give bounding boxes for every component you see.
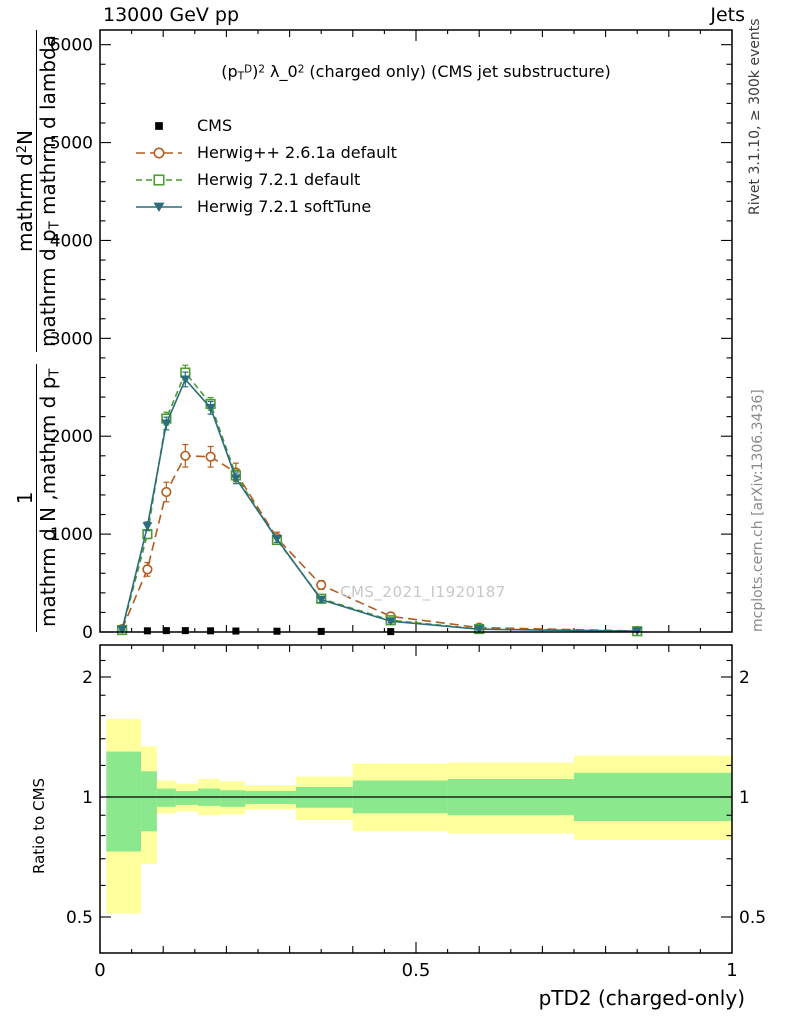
fraction-superscript: 2 — [15, 145, 31, 154]
data-point-marker — [142, 522, 153, 531]
data-point-marker — [181, 627, 189, 635]
rivet-version-note: Rivet 3.1.10, ≥ 300k events — [747, 18, 763, 215]
title-text: (charged only) (CMS jet substructure) — [304, 62, 611, 81]
legend-item-cms: CMS — [133, 112, 397, 139]
title-superscript: 2 — [258, 63, 265, 76]
fraction-numerator: 1 — [13, 491, 37, 505]
legend-label: CMS — [197, 116, 233, 135]
fraction-text: mathrm d lambda — [36, 35, 61, 222]
data-point-marker — [162, 627, 170, 635]
fraction-text: mathrm d N ,mathrm d p — [36, 376, 61, 627]
ratio-tick-label-left: 0.5 — [66, 908, 93, 928]
y-label-fraction-2: mathrm d2N mathrm d pT mathrm d lambda — [13, 30, 64, 352]
fraction-text: N — [13, 130, 37, 146]
data-point-marker — [316, 595, 327, 605]
legend: CMS Herwig++ 2.6.1a default Herwig 7.2.1… — [133, 112, 397, 220]
series-line — [121, 454, 638, 632]
y-label-fraction-1: 1 mathrm d N ,mathrm d pT — [13, 363, 64, 632]
data-point-marker — [474, 625, 485, 634]
y-tick-label: 5000 — [50, 134, 93, 154]
data-point-marker — [180, 375, 191, 384]
data-point-marker — [205, 403, 216, 413]
herwig7-default-marker-icon — [136, 173, 182, 186]
x-tick-label: 1 — [726, 960, 737, 981]
ratio-plot-frame — [99, 644, 733, 954]
main-plot-frame — [99, 29, 733, 633]
ratio-inner-uncertainty-band — [175, 791, 198, 805]
watermark: CMS_2021_I1920187 — [340, 583, 506, 601]
data-point-marker — [271, 535, 282, 544]
plot-title: (pTD)2 λ_02 (charged only) (CMS jet subs… — [100, 62, 732, 83]
legend-label: Herwig 7.2.1 default — [197, 170, 361, 189]
title-text: λ_0 — [264, 62, 298, 81]
ratio-inner-uncertainty-band — [141, 771, 157, 832]
ratio-inner-uncertainty-band — [156, 788, 176, 807]
fraction-text: mathrm d p — [36, 229, 61, 347]
y-tick-label: 1000 — [50, 525, 93, 545]
y-tick-label: 2000 — [50, 427, 93, 447]
fraction-subscript: T — [47, 221, 63, 230]
data-point-marker — [153, 146, 165, 159]
fraction-numerator: mathrm d2N — [13, 125, 37, 257]
title-superscript: D — [244, 63, 253, 76]
y-tick-label: 6000 — [50, 36, 93, 56]
analysis-group-label: Jets — [710, 4, 745, 26]
data-point-marker — [232, 627, 240, 635]
title-text: (p — [221, 62, 238, 81]
herwig7-softtune-marker-icon — [136, 202, 182, 212]
data-point-marker — [230, 474, 241, 483]
ratio-axis-label: Ratio to CMS — [30, 777, 48, 874]
y-tick-label: 3000 — [50, 329, 93, 349]
fraction-denominator: mathrm d pT mathrm d lambda — [36, 30, 64, 352]
data-point-marker — [155, 121, 163, 130]
ratio-tick-label-left: 1 — [82, 788, 93, 808]
x-tick-label: 0 — [94, 960, 105, 981]
beam-energy-label: 13000 GeV pp — [103, 4, 240, 26]
legend-item-herwig7-default: Herwig 7.2.1 default — [133, 166, 397, 193]
data-point-marker — [180, 450, 191, 461]
data-point-marker — [205, 451, 216, 462]
ratio-inner-uncertainty-band — [220, 790, 246, 807]
data-point-marker — [385, 617, 396, 626]
legend-item-herwig7-softtune: Herwig 7.2.1 softTune — [133, 193, 397, 220]
data-point-marker — [161, 419, 172, 429]
data-point-marker — [117, 625, 128, 635]
title-text: ) — [252, 62, 259, 81]
data-point-marker — [153, 173, 165, 186]
ratio-tick-label-left: 2 — [82, 668, 93, 688]
mcplots-reference-note: mcplots.cern.ch [arXiv:1306.3436] — [750, 389, 766, 632]
fraction-denominator: mathrm d N ,mathrm d pT — [36, 363, 64, 632]
data-point-marker — [207, 627, 215, 635]
ratio-tick-label-right: 0.5 — [739, 908, 766, 928]
data-point-marker — [161, 486, 172, 498]
y-tick-label: 0 — [82, 623, 93, 643]
cms-marker-icon — [155, 121, 163, 130]
ratio-tick-label-right: 1 — [739, 788, 750, 808]
title-subscript: T — [237, 70, 245, 83]
y-axis-label: 1 mathrm d N ,mathrm d pT mathrm d2N mat… — [13, 30, 64, 632]
y-tick-label: 4000 — [50, 231, 93, 251]
data-point-marker — [316, 579, 327, 591]
legend-item-herwigpp-default: Herwig++ 2.6.1a default — [133, 139, 397, 166]
title-superscript: 2 — [297, 63, 305, 76]
data-point-marker — [143, 627, 151, 635]
legend-label: Herwig++ 2.6.1a default — [197, 143, 397, 162]
herwigpp-marker-icon — [136, 146, 182, 159]
data-point-marker — [153, 202, 165, 212]
data-point-marker — [142, 564, 153, 575]
ratio-inner-uncertainty-band — [106, 751, 142, 852]
x-axis-title: pTD2 (charged-only) — [538, 986, 745, 1010]
x-tick-label: 0.5 — [402, 960, 431, 981]
ratio-tick-label-right: 2 — [739, 668, 750, 688]
legend-label: Herwig 7.2.1 softTune — [197, 197, 372, 216]
fraction-text: mathrm d — [13, 153, 37, 252]
data-point-marker — [273, 627, 281, 635]
fraction-subscript: T — [47, 368, 63, 377]
